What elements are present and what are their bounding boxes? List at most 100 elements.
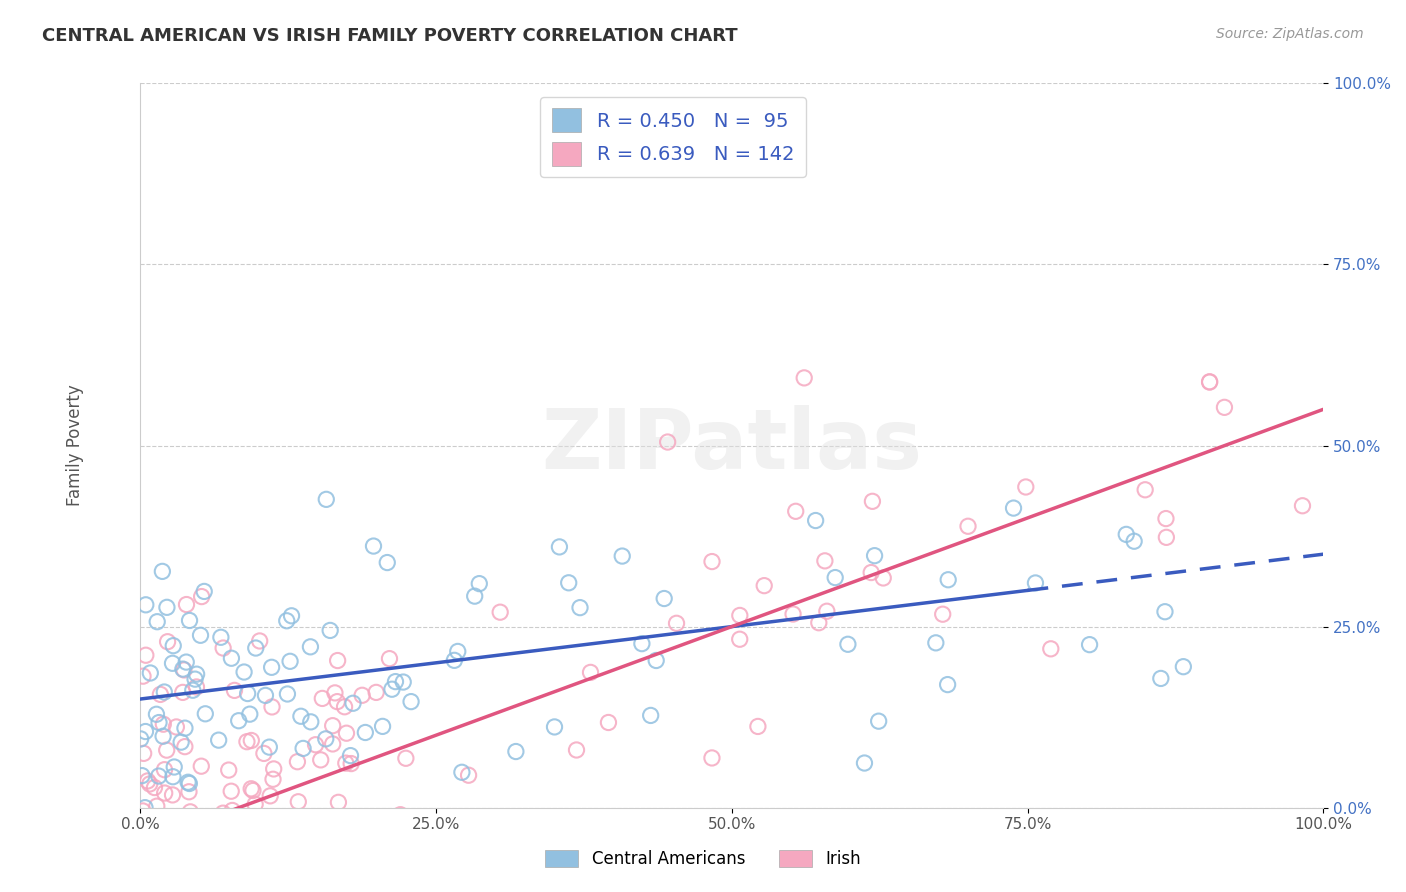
Point (747, 719, 769, 733)
Point (152, 837, 174, 851)
Point (1173, 659, 1195, 673)
Point (177, 830, 200, 845)
Point (1002, 501, 1025, 516)
Point (259, 789, 281, 803)
Point (326, 654, 349, 668)
Point (395, 751, 418, 765)
Point (173, 663, 195, 677)
Point (363, 539, 385, 553)
Point (153, 786, 176, 800)
Point (139, 837, 162, 851)
Point (640, 708, 662, 723)
Point (148, 715, 170, 730)
Point (489, 605, 512, 619)
Point (132, 804, 155, 818)
Point (956, 519, 979, 533)
Point (505, 745, 527, 759)
Point (132, 747, 155, 761)
Point (243, 797, 266, 812)
Point (146, 799, 169, 814)
Point (837, 637, 859, 651)
Point (860, 494, 883, 508)
Point (233, 665, 256, 679)
Point (172, 662, 194, 676)
Point (148, 769, 170, 783)
Point (207, 837, 229, 851)
Point (1156, 530, 1178, 544)
Point (135, 598, 157, 612)
Point (872, 571, 894, 585)
Point (315, 492, 337, 507)
Point (245, 641, 267, 656)
Point (135, 837, 157, 851)
Point (1115, 527, 1137, 541)
Point (700, 555, 723, 569)
Point (585, 837, 607, 851)
Point (200, 837, 222, 851)
Point (342, 696, 364, 710)
Point (276, 614, 298, 628)
Text: ZIPatlas: ZIPatlas (541, 405, 922, 486)
Point (754, 579, 776, 593)
Point (150, 565, 173, 579)
Point (136, 837, 159, 851)
Point (287, 795, 309, 809)
Point (260, 700, 283, 714)
Point (319, 624, 342, 638)
Point (249, 634, 271, 648)
Point (335, 726, 357, 740)
Point (254, 689, 277, 703)
Point (1024, 576, 1046, 591)
Point (1154, 511, 1177, 525)
Point (190, 759, 212, 773)
Point (186, 680, 208, 694)
Point (925, 636, 948, 650)
Point (468, 576, 491, 591)
Point (176, 598, 198, 612)
Point (299, 640, 322, 654)
Point (131, 837, 153, 851)
Point (612, 549, 634, 563)
Point (309, 753, 332, 767)
Point (259, 740, 281, 755)
Point (152, 837, 174, 851)
Point (134, 800, 156, 814)
Point (557, 575, 579, 590)
Point (218, 833, 240, 847)
Point (815, 604, 838, 618)
Point (184, 672, 207, 686)
Point (665, 616, 688, 631)
Point (936, 677, 959, 691)
Point (187, 815, 209, 830)
Point (315, 731, 337, 746)
Point (132, 837, 155, 851)
Point (146, 615, 169, 629)
Point (135, 811, 157, 825)
Point (212, 806, 235, 821)
Point (180, 837, 202, 851)
Point (132, 819, 155, 833)
Point (1015, 480, 1038, 494)
Point (138, 837, 160, 851)
Point (392, 675, 415, 690)
Point (1123, 534, 1146, 549)
Point (311, 691, 333, 706)
Point (785, 504, 807, 518)
Text: Source: ZipAtlas.com: Source: ZipAtlas.com (1216, 27, 1364, 41)
Point (264, 818, 287, 832)
Point (860, 566, 883, 580)
Point (1154, 605, 1177, 619)
Point (139, 837, 162, 851)
Point (131, 769, 153, 783)
Point (652, 591, 675, 606)
Text: Family Poverty: Family Poverty (66, 384, 84, 507)
Point (475, 837, 498, 851)
Point (312, 830, 335, 845)
Point (457, 768, 479, 782)
Point (807, 615, 830, 630)
Point (190, 628, 212, 642)
Point (276, 687, 298, 701)
Point (328, 795, 350, 809)
Point (131, 814, 153, 828)
Point (145, 707, 167, 722)
